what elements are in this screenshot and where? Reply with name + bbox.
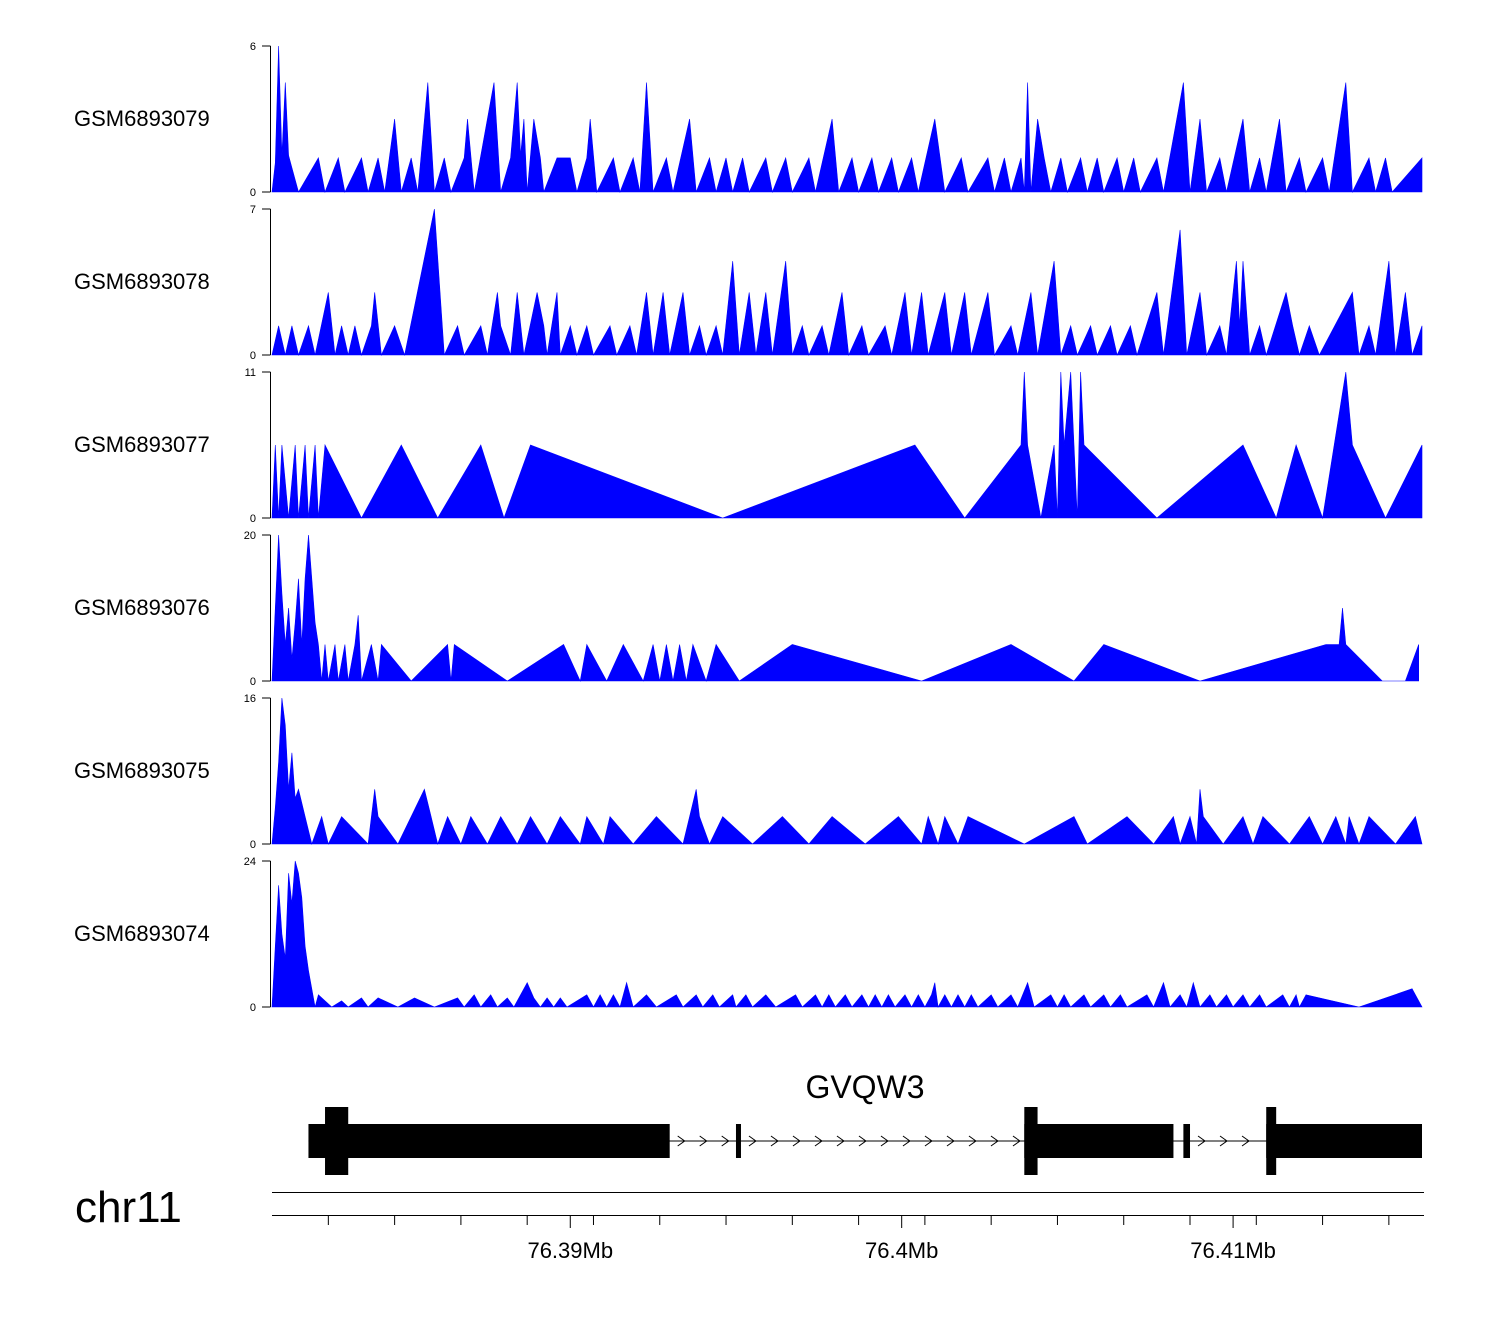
intron-direction-chevron xyxy=(924,1135,933,1147)
gene-exon xyxy=(735,1124,741,1158)
track-ymin-label: 0 xyxy=(250,350,256,362)
intron-direction-chevron xyxy=(748,1135,757,1147)
coverage-tracks: 6 0 GSM6893079 7 0 GSM6893078 11 0 GSM6893077 20 0… xyxy=(74,41,1423,1014)
gene-tall-block xyxy=(325,1107,349,1175)
intron-direction-chevron xyxy=(1219,1135,1228,1147)
gene-tall-block xyxy=(1266,1107,1277,1175)
intron-direction-chevron xyxy=(990,1135,999,1147)
genome-axis: chr11 76.39Mb 76.4Mb 76.41Mb xyxy=(75,1183,1424,1263)
track-ymin-label: 0 xyxy=(250,187,256,199)
intron-direction-chevron xyxy=(902,1135,911,1147)
gene-name-label: GVQW3 xyxy=(805,1069,924,1105)
intron-direction-chevron xyxy=(946,1135,955,1147)
track-ymin-label: 0 xyxy=(250,676,256,688)
intron-direction-chevron xyxy=(699,1135,708,1147)
track-GSM6893074: 24 0 GSM6893074 xyxy=(74,856,1423,1014)
track-ymax-label: 7 xyxy=(250,204,256,216)
track-name-label: GSM6893079 xyxy=(74,106,210,131)
axis-tick-label: 76.39Mb xyxy=(527,1238,613,1263)
track-coverage-area xyxy=(271,697,1423,846)
track-coverage-area xyxy=(271,371,1423,520)
gene-exon xyxy=(308,1124,670,1158)
track-name-label: GSM6893077 xyxy=(74,432,210,457)
intron-direction-chevron xyxy=(858,1135,867,1147)
axis-tick-label: 76.4Mb xyxy=(865,1238,938,1263)
track-name-label: GSM6893078 xyxy=(74,269,210,294)
track-coverage-area xyxy=(271,208,1423,357)
intron-direction-chevron xyxy=(968,1135,977,1147)
axis-tick-label: 76.41Mb xyxy=(1190,1238,1276,1263)
track-ymax-label: 24 xyxy=(244,856,256,868)
gene-model: GVQW3 xyxy=(308,1069,1422,1175)
gene-tall-block xyxy=(1024,1107,1038,1175)
track-name-label: GSM6893076 xyxy=(74,595,210,620)
track-ymax-label: 16 xyxy=(244,693,256,705)
track-ymin-label: 0 xyxy=(250,1002,256,1014)
gene-exon xyxy=(1266,1124,1422,1158)
chromosome-label: chr11 xyxy=(75,1183,182,1232)
track-coverage-area xyxy=(271,860,1423,1008)
gene-exon xyxy=(1024,1124,1174,1158)
intron-direction-chevron xyxy=(1197,1135,1206,1147)
track-GSM6893076: 20 0 GSM6893076 xyxy=(74,530,1419,688)
track-ymax-label: 6 xyxy=(250,41,256,53)
track-GSM6893075: 16 0 GSM6893075 xyxy=(74,693,1423,851)
intron-direction-chevron xyxy=(1241,1135,1250,1147)
track-ymax-label: 20 xyxy=(244,530,256,542)
track-name-label: GSM6893074 xyxy=(74,921,210,946)
track-ymin-label: 0 xyxy=(250,839,256,851)
gene-exon xyxy=(1183,1124,1191,1158)
intron-direction-chevron xyxy=(880,1135,889,1147)
intron-direction-chevron xyxy=(836,1135,845,1147)
track-name-label: GSM6893075 xyxy=(74,758,210,783)
track-GSM6893078: 7 0 GSM6893078 xyxy=(74,204,1423,362)
intron-direction-chevron xyxy=(1012,1135,1021,1147)
intron-direction-chevron xyxy=(814,1135,823,1147)
track-ymin-label: 0 xyxy=(250,513,256,525)
track-ymax-label: 11 xyxy=(245,367,256,379)
track-coverage-area xyxy=(271,45,1423,194)
intron-direction-chevron xyxy=(721,1135,730,1147)
track-GSM6893079: 6 0 GSM6893079 xyxy=(74,41,1423,199)
track-GSM6893077: 11 0 GSM6893077 xyxy=(74,367,1423,525)
track-coverage-area xyxy=(271,534,1419,682)
intron-direction-chevron xyxy=(770,1135,779,1147)
intron-direction-chevron xyxy=(792,1135,801,1147)
intron-direction-chevron xyxy=(677,1135,686,1147)
